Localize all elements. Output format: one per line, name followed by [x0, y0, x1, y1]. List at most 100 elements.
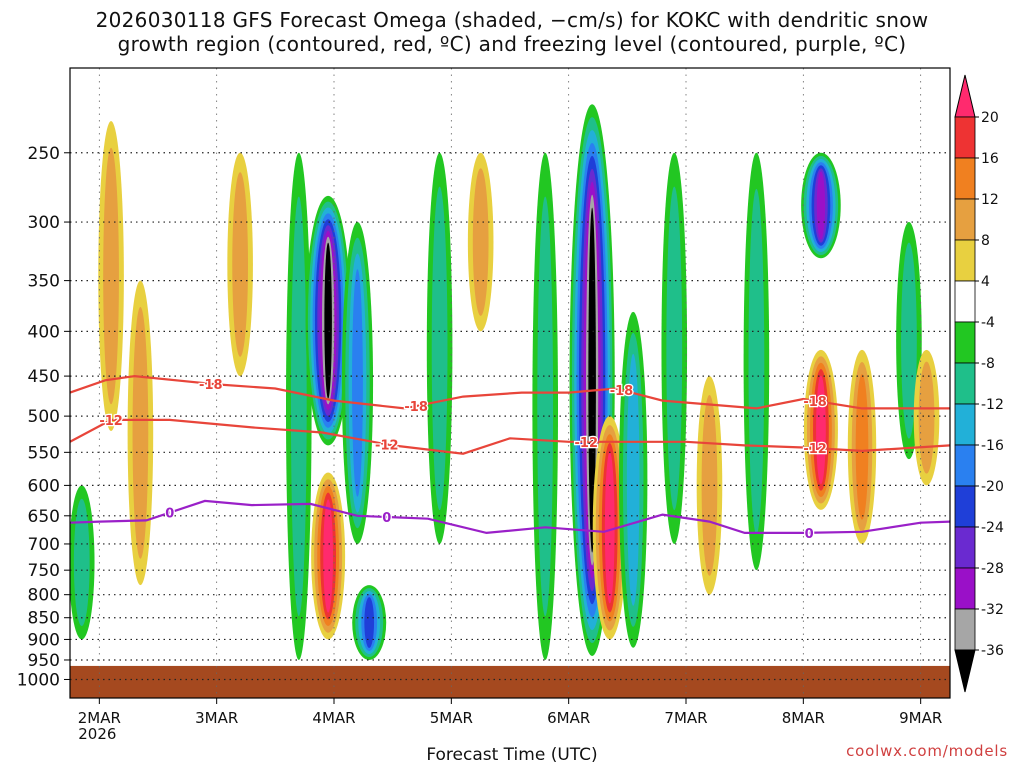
omega-feature-17	[743, 152, 770, 571]
colorbar-bin-1	[954, 157, 976, 200]
colorbar-label--8: -8	[981, 356, 995, 372]
colorbar-bin-3	[954, 239, 976, 282]
colorbar-bin-2	[954, 198, 976, 241]
colorbar-label-8: 8	[981, 233, 990, 249]
contour-layer: -18 -18 -18 -18 -12 -12 -12 -12 0 0 0	[70, 374, 950, 543]
omega-feature-4	[286, 152, 312, 660]
colorbar-bin-0	[954, 116, 976, 159]
colorbar-label--16: -16	[981, 438, 1004, 454]
contour-label-0-2: 0	[805, 527, 814, 542]
y-tick-label-400: 400	[28, 322, 60, 342]
omega-contour-15-1	[666, 186, 683, 511]
colorbar-bin-12	[954, 608, 976, 651]
contour-label--12-3: -12	[803, 442, 827, 457]
colorbar-label-20: 20	[981, 110, 999, 126]
contour-line--18	[70, 374, 950, 410]
y-tick-label-900: 900	[28, 630, 60, 650]
grid-layer	[70, 68, 950, 698]
omega-contour-8-4	[364, 597, 375, 648]
omega-feature-2	[127, 280, 154, 586]
y-tick-label-450: 450	[28, 367, 60, 387]
y-tick-label-950: 950	[28, 651, 60, 671]
terrain-fill	[70, 665, 950, 698]
colorbar-label-16: 16	[981, 151, 999, 167]
omega-feature-10	[467, 152, 494, 332]
colorbar-bin-7	[954, 403, 976, 446]
colorbar-top-arrow	[954, 74, 976, 118]
omega-feature-7	[341, 222, 374, 544]
x-tick-label-5MAR: 5MAR	[430, 709, 473, 727]
omega-feature-0	[98, 121, 124, 432]
y-tick-label-850: 850	[28, 609, 60, 629]
colorbar-label-12: 12	[981, 192, 999, 208]
omega-contour-14-2	[626, 353, 640, 606]
y-tick-label-700: 700	[28, 535, 60, 555]
omega-contour-4-1	[290, 196, 307, 617]
colorbar-bin-11	[954, 567, 976, 610]
contour-label-0-1: 0	[382, 511, 391, 526]
omega-feature-3	[227, 152, 253, 377]
contour-label--12-0: -12	[99, 414, 123, 429]
contour-line--12	[70, 418, 950, 455]
y-tick-label-250: 250	[28, 144, 60, 164]
omega-contour-0-1	[103, 147, 119, 405]
colorbar: 20 16 12 8 4 -4 -8 -12 -16 -20 -24 -28 -32 -36	[954, 74, 1004, 693]
omega-contour-12-8	[588, 207, 596, 553]
colorbar-label--36: -36	[981, 643, 1004, 659]
x-tick-label-8MAR: 8MAR	[782, 709, 825, 727]
omega-contour-22-1	[918, 361, 935, 474]
omega-shading-layer	[70, 104, 940, 660]
x-tick-label-3MAR: 3MAR	[195, 709, 238, 727]
omega-contour-1-1	[73, 498, 90, 627]
omega-contour-2-1	[132, 306, 149, 559]
title-line-2: growth region (contoured, red, ºC) and f…	[117, 32, 907, 56]
omega-contour-11-1	[537, 196, 554, 617]
contour-label--18-2: -18	[610, 384, 634, 399]
omega-feature-13	[592, 416, 627, 640]
x-tick-label-4MAR: 4MAR	[312, 709, 355, 727]
contour-label-0-0: 0	[165, 507, 174, 522]
omega-feature-22	[913, 349, 940, 486]
omega-contour-19-4	[816, 375, 826, 485]
omega-contour-7-3	[352, 269, 363, 497]
colorbar-bin-10	[954, 526, 976, 569]
x-tick-label-6MAR: 6MAR	[547, 709, 590, 727]
omega-contour-10-1	[472, 168, 489, 316]
y-tick-label-600: 600	[28, 476, 60, 496]
x-tick-sublabel-2MAR: 2026	[78, 725, 116, 743]
omega-feature-5	[305, 195, 351, 446]
colorbar-bin-4	[954, 280, 976, 323]
omega-contour-20-2	[855, 374, 869, 520]
omega-contour-9-1	[431, 186, 448, 511]
colorbar-bin-8	[954, 444, 976, 487]
omega-feature-14	[619, 311, 648, 648]
colorbar-label--28: -28	[981, 561, 1004, 577]
omega-feature-9	[426, 152, 453, 544]
y-axis: 2503003504004505005506006507007508008509…	[17, 144, 70, 690]
omega-feature-20	[847, 349, 877, 544]
omega-feature-19	[803, 349, 838, 510]
y-tick-label-500: 500	[28, 407, 60, 427]
contour-label--18-3: -18	[803, 395, 827, 410]
omega-contour-5-8	[324, 242, 332, 399]
x-tick-label-2MAR: 2MAR	[78, 709, 121, 727]
x-tick-label-7MAR: 7MAR	[664, 709, 707, 727]
omega-contour-17-1	[748, 188, 765, 535]
omega-contour-6-4	[323, 499, 333, 613]
y-tick-label-1000: 1000	[17, 670, 60, 690]
colorbar-label--4: -4	[981, 315, 995, 331]
contour-label--12-1: -12	[375, 438, 399, 453]
contour-line-0	[70, 499, 950, 535]
colorbar-bottom-arrow	[954, 649, 976, 693]
colorbar-bin-6	[954, 362, 976, 405]
x-axis-title: Forecast Time (UTC)	[426, 745, 598, 765]
omega-feature-15	[661, 152, 688, 544]
colorbar-label--32: -32	[981, 602, 1004, 618]
omega-feature-6	[311, 472, 346, 640]
terrain-layer	[70, 665, 950, 698]
y-tick-label-650: 650	[28, 507, 60, 527]
contour-label--18-1: -18	[404, 400, 428, 415]
colorbar-label-4: 4	[981, 274, 990, 290]
